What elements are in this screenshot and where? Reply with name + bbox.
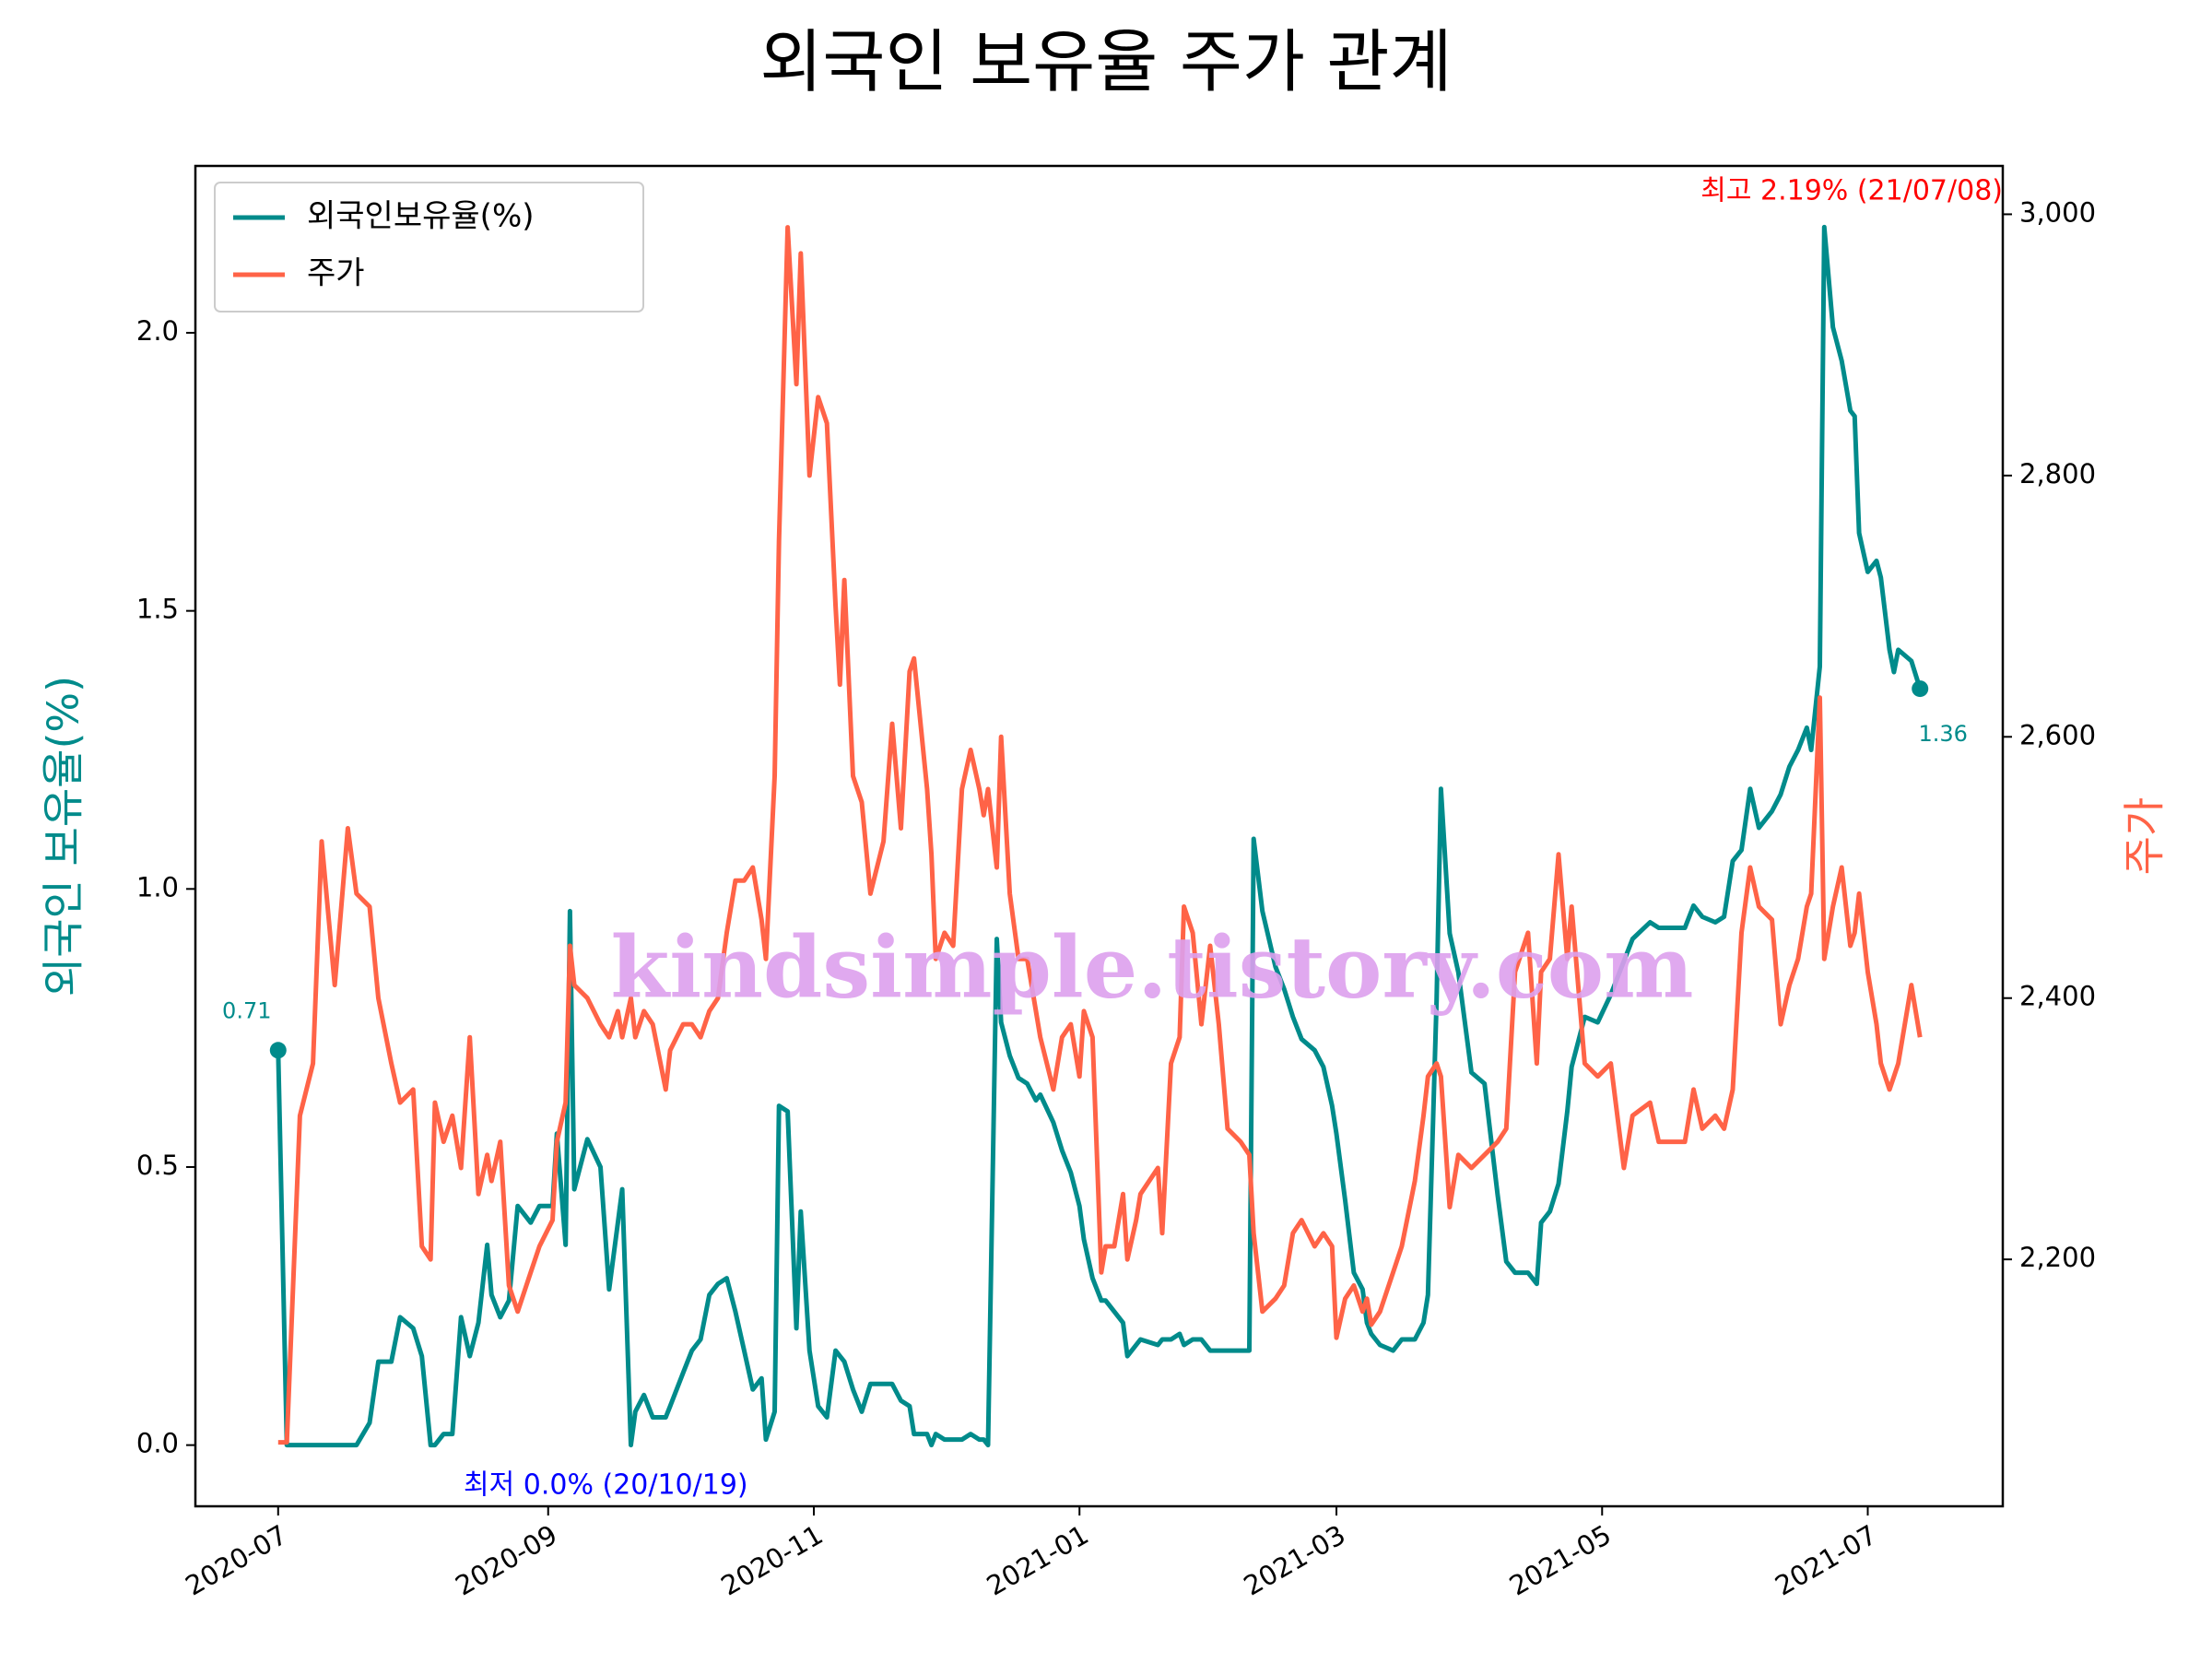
plot-frame: [194, 164, 2005, 1508]
end-point: [1912, 680, 1929, 698]
y2-tick-label: 2,800: [2019, 458, 2096, 489]
y-tick-label: 0.5: [136, 1150, 179, 1181]
x-tick-label: 2020-11: [716, 1519, 829, 1602]
max-annotation: 최고 2.19% (21/07/08): [1700, 175, 2003, 207]
legend-label: 주가: [307, 255, 365, 292]
y2-tick-label: 2,400: [2019, 981, 2096, 1012]
end-label: 1.36: [1919, 721, 1968, 747]
y-tick-label: 0.0: [136, 1428, 179, 1459]
legend-label: 외국인보유율(%): [307, 198, 535, 235]
min-annotation: 최저 0.0% (20/10/19): [464, 1469, 748, 1502]
x-tick-label: 2021-01: [982, 1519, 1094, 1602]
x-tick-label: 2021-07: [1770, 1519, 1882, 1602]
start-point: [269, 1042, 287, 1059]
series-line: [276, 224, 1923, 1448]
x-tick-label: 2020-09: [450, 1519, 562, 1602]
watermark: kindsimple.tistory.com: [610, 918, 1693, 1018]
y-tick-label: 1.5: [136, 594, 179, 625]
y-tick-label: 2.0: [136, 315, 179, 347]
y2-axis-label: 주가: [2120, 797, 2170, 876]
y-tick-label: 1.0: [136, 871, 179, 902]
y2-tick-label: 3,000: [2019, 196, 2096, 228]
x-tick-label: 2021-05: [1504, 1519, 1617, 1602]
y2-tick-label: 2,200: [2019, 1242, 2096, 1273]
x-tick-label: 2021-03: [1239, 1519, 1351, 1602]
y2-tick-label: 2,600: [2019, 719, 2096, 750]
legend-box: [214, 182, 644, 313]
start-label: 0.71: [222, 997, 271, 1023]
chart-title: 외국인 보유율 주가 관계: [759, 23, 1452, 102]
x-tick-label: 2020-07: [180, 1519, 292, 1602]
y-axis-label: 외국인 보유율(%): [39, 676, 88, 997]
series-line: [277, 225, 1923, 1445]
